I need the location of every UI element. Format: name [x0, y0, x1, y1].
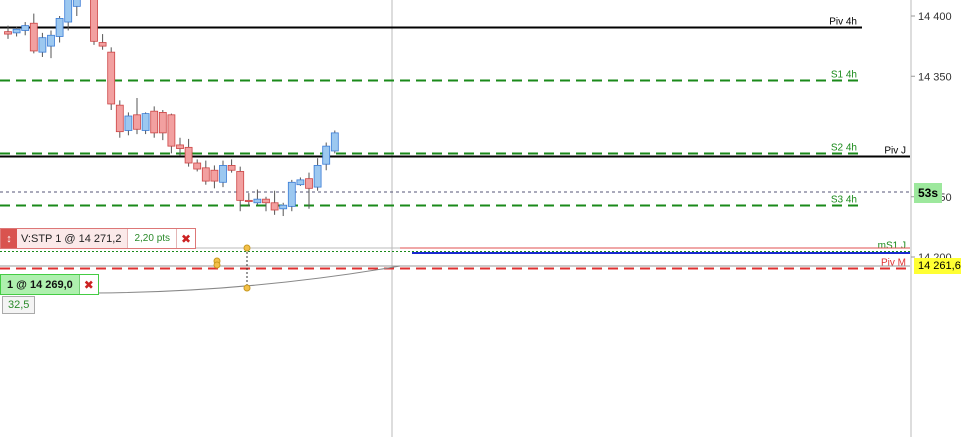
stop-order-label: V:STP 1 @ 14 271,2: [21, 232, 122, 245]
anchor-dot: [243, 244, 251, 252]
close-position-icon[interactable]: ✖: [78, 275, 98, 294]
candles: [4, 0, 339, 217]
candle-body: [158, 112, 167, 134]
candle-body: [90, 0, 98, 42]
level-label: S3 4h: [831, 195, 857, 206]
level-label: S1 4h: [831, 70, 857, 81]
candle-body: [107, 51, 116, 105]
candle-body: [133, 114, 141, 130]
candle-body: [167, 114, 176, 147]
candle-body: [227, 165, 236, 171]
level-label: Piv M: [881, 258, 906, 269]
candle-body: [98, 42, 107, 47]
candle-body: [270, 202, 279, 211]
level-label: mS1 J: [878, 241, 906, 252]
position-label: 1 @ 14 269,0: [7, 278, 73, 291]
level-label: S2 4h: [831, 143, 857, 154]
anchor-dot: [213, 261, 221, 269]
candle-timer: 53s: [914, 183, 943, 203]
candle-body: [313, 165, 322, 188]
axis-tick-label: 14 350: [918, 71, 952, 83]
candle-body: [176, 144, 184, 149]
current-price-tag: 14 261,6: [914, 258, 961, 274]
axis-tick-label: 14 400: [918, 11, 952, 23]
candle-body: [115, 104, 124, 133]
candle-body: [210, 169, 219, 182]
position-box[interactable]: 1 @ 14 269,0 ✖: [0, 274, 99, 295]
candle-body: [29, 22, 38, 52]
stop-order-points: 2,20 pts: [127, 229, 177, 248]
drag-arrows-icon[interactable]: ↕: [1, 229, 17, 248]
candle-body: [244, 199, 253, 202]
stop-order-box[interactable]: ↕ V:STP 1 @ 14 271,2 2,20 pts ✖: [0, 228, 197, 249]
position-pnl: 32,5: [2, 296, 36, 314]
candle-body: [330, 132, 339, 152]
candle-body: [322, 145, 331, 165]
level-label: Piv 4h: [829, 17, 857, 28]
candle-body: [141, 113, 150, 131]
candle-body: [64, 0, 73, 23]
candle-body: [4, 31, 12, 35]
candle-body: [72, 0, 81, 7]
trade-lines: [0, 191, 910, 294]
level-label: Piv J: [884, 146, 906, 157]
candle-body: [184, 146, 193, 164]
candle-body: [253, 198, 262, 204]
candle-body: [47, 34, 55, 47]
pivot-levels: Piv 4h S1 4h S2 4h Piv J S3 4h mS1 J Piv M: [0, 17, 910, 270]
candle-body: [262, 198, 270, 204]
candle-body: [38, 37, 47, 53]
candle-body: [296, 179, 305, 186]
candle-body: [201, 167, 210, 182]
cancel-order-icon[interactable]: ✖: [176, 229, 196, 248]
candle-body: [150, 110, 159, 134]
candle-body: [305, 178, 313, 189]
candle-body: [279, 204, 288, 210]
anchor-dot: [243, 284, 251, 292]
candle-body: [236, 171, 245, 201]
candle-body: [12, 28, 21, 34]
candle-body: [193, 162, 202, 170]
candle-body: [219, 165, 227, 183]
candle-body: [55, 18, 64, 37]
candle-body: [21, 25, 30, 31]
candle-body: [124, 115, 133, 131]
chart-grid: [391, 0, 912, 437]
candle-body: [287, 181, 296, 207]
